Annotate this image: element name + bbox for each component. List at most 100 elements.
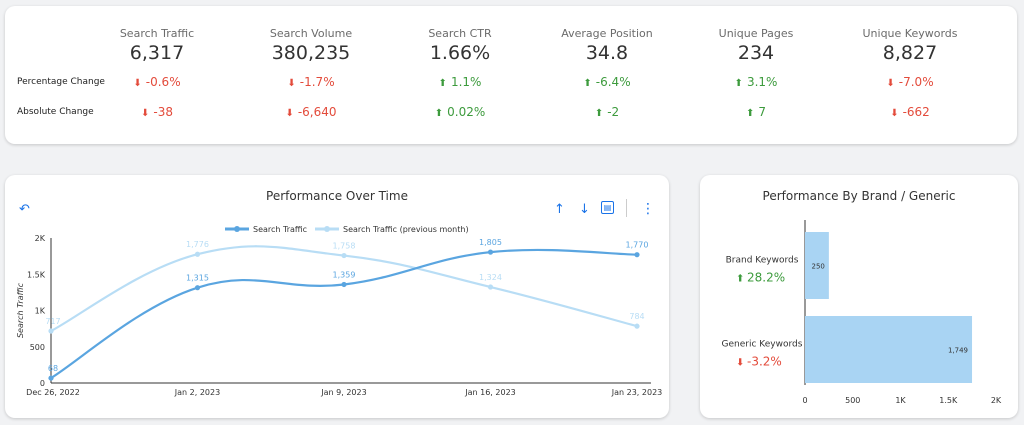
data-label: 1,324 [479,273,502,282]
kpi-value: 234 [737,42,775,64]
arrow-down-icon: ⬇ [285,108,294,119]
brand-chart-title: Performance By Brand / Generic [762,189,956,203]
kpi-percentage-change-value: 3.1% [746,75,778,89]
data-point[interactable] [487,284,494,290]
arrow-up-icon: ⬆ [594,108,604,119]
y-axis-label: Search Traffic [16,282,25,338]
arrow-up-icon: ⬆ [736,274,744,285]
category-label: Generic Keywords [722,340,803,350]
data-label: 1,805 [479,238,502,247]
kpi-absolute-change: ⬆ 0.02% [390,105,530,119]
arrow-down-icon: ⬇ [890,108,899,119]
row-label-percentage-change: Percentage Change [17,77,105,87]
kpi-value: 34.8 [585,42,629,64]
x-tick-label: 1.5K [939,396,958,405]
kpi-title: Unique Keywords [862,27,958,40]
arrow-down-icon: ⬇ [141,108,150,119]
data-label: 1,315 [186,274,209,283]
arrow-up-icon: ⬆ [734,78,743,89]
arrow-up-icon: ⬆ [583,78,592,89]
data-point[interactable] [48,375,54,381]
arrow-down-icon: ⬇ [287,78,296,89]
data-point[interactable] [487,249,494,255]
x-tick-label: 500 [845,396,860,405]
kpi-percentage-change-value: -7.0% [898,75,934,89]
arrow-down-icon: ⬇ [736,358,744,369]
kpi-absolute-change: ⬇ -38 [87,105,227,119]
legend-marker [234,226,240,232]
data-point[interactable] [634,323,640,329]
toolbar-divider [626,199,627,217]
bar[interactable] [805,232,829,299]
chart-settings-icon[interactable]: ▤ [601,201,614,214]
kpi-percentage-change-value: -6.4% [595,75,631,89]
data-point[interactable] [48,328,54,334]
legend-marker [324,226,330,232]
kpi-absolute-change-value: -662 [902,105,930,119]
brand-generic-card: Performance By Brand / Generic 250 Brand … [700,175,1018,418]
x-tick-label: 0 [802,396,807,405]
x-tick-label: Jan 16, 2023 [464,388,516,397]
data-label: 784 [629,312,644,321]
kpi-absolute-change-value: -38 [153,105,173,119]
arrow-up-icon[interactable]: ↑ [554,202,565,217]
undo-icon[interactable]: ↶ [19,202,30,217]
kpi-value: 380,235 [271,42,351,64]
y-tick-label: 0 [40,379,45,388]
arrow-down-icon: ⬇ [886,78,895,89]
series-line [50,245,638,332]
x-tick-label: Jan 9, 2023 [320,388,366,397]
data-point[interactable] [341,252,347,259]
arrow-up-icon: ⬆ [434,108,444,119]
kpi-absolute-change-value: 0.02% [447,105,486,119]
bar[interactable] [805,316,973,383]
data-label: 68 [48,364,58,373]
kpi-percentage-change: ⬆ -6.4% [537,75,677,89]
data-label: 1,776 [186,240,209,249]
kpi-title: Search CTR [428,27,492,40]
kpi-percentage-change: ⬆ 3.1% [686,75,826,89]
kpi-absolute-change: ⬇ -6,640 [241,105,381,119]
brand-bar-chart: 250 Brand Keywords ⬆ 28.2% 1,749 Generic Keyw… [722,220,1002,405]
arrow-down-icon: ⬇ [133,78,142,89]
kpi-percentage-change: ⬇ -7.0% [840,75,980,89]
kpi-absolute-change-value: 7 [758,105,767,119]
kpi-absolute-change: ⬆ -2 [537,105,677,119]
legend-item[interactable]: Search Traffic (previous month) [315,225,469,234]
change-value: 28.2% [747,271,785,285]
kpi-value: 1.66% [429,42,491,64]
x-tick-label: Dec 26, 2022 [26,388,80,397]
data-point[interactable] [194,285,201,291]
arrow-up-icon: ⬆ [745,108,755,119]
x-tick-label: Jan 2, 2023 [174,388,220,397]
more-vert-icon[interactable]: ⋮ [641,201,655,217]
kpi-absolute-change-value: -2 [607,105,620,119]
data-point[interactable] [194,251,201,257]
kpi-absolute-change: ⬇ -662 [840,105,980,119]
data-label: 1,758 [333,242,356,251]
performance-over-time-card: Performance Over Time ↶ ↑ ↓ ▤ ⋮ 0 500 1K 1.… [5,175,669,418]
data-label: 1,359 [333,270,356,279]
performance-line-chart: 0 500 1K 1.5K 2K Dec 26, 2022 Jan 2, 2023 Jan 9… [16,225,662,397]
kpi-title: Search Traffic [119,27,195,40]
arrow-up-icon: ⬆ [438,78,447,89]
bar-value-label: 250 [812,263,825,271]
legend-item[interactable]: Search Traffic [225,225,307,234]
x-tick-label: 1K [895,396,906,405]
bar-value-label: 1,749 [948,347,968,355]
data-point[interactable] [341,281,347,288]
series-line [50,248,638,380]
kpi-percentage-change: ⬇ -1.7% [241,75,381,89]
arrow-down-icon[interactable]: ↓ [579,202,590,217]
kpi-value: 6,317 [129,42,185,64]
kpi-percentage-change-value: 1.1% [450,75,482,89]
data-point[interactable] [634,252,640,258]
legend-label: Search Traffic (previous month) [343,225,469,234]
change-value: -3.2% [747,355,782,369]
kpi-title: Search Volume [269,27,353,40]
y-tick-label: 2K [35,234,46,243]
y-tick-label: 500 [30,343,45,352]
kpi-percentage-change: ⬆ 1.1% [390,75,530,89]
kpi-absolute-change-value: -6,640 [297,105,337,119]
x-tick-label: 2K [991,396,1002,405]
